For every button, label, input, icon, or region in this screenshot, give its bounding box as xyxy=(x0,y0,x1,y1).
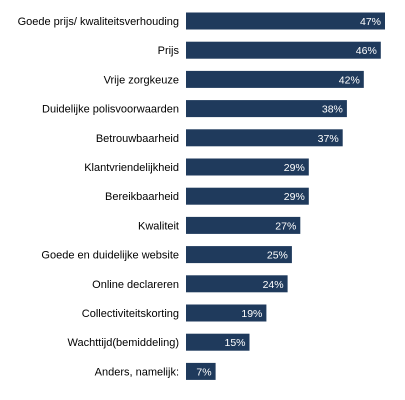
category-label: Kwaliteit xyxy=(138,220,179,232)
value-label: 25% xyxy=(267,250,288,262)
category-label: Goede en duidelijke website xyxy=(41,250,179,262)
value-label: 27% xyxy=(275,220,296,232)
category-label: Wachttijd(bemiddeling) xyxy=(68,337,179,349)
value-label: 42% xyxy=(339,74,360,86)
category-labels: Goede prijs/ kwaliteitsverhouding Prijs Vr… xyxy=(18,16,180,378)
bar xyxy=(186,246,292,264)
value-label: 24% xyxy=(263,279,284,291)
category-label: Anders, namelijk: xyxy=(95,366,179,378)
value-labels: 47% 46% 42% 38% 37% 29% 29% 27% 25% 24% 19% 15% 7% xyxy=(196,16,381,378)
bar xyxy=(186,129,343,147)
value-label: 19% xyxy=(241,308,262,320)
bars-group xyxy=(186,12,385,380)
bar xyxy=(186,158,309,176)
value-label: 38% xyxy=(322,104,343,116)
value-label: 29% xyxy=(284,191,305,203)
value-label: 7% xyxy=(196,366,211,378)
value-label: 46% xyxy=(356,45,377,57)
bar xyxy=(186,275,288,293)
bar xyxy=(186,12,385,30)
value-label: 37% xyxy=(318,133,339,145)
category-label: Klantvriendelijkheid xyxy=(84,162,179,174)
value-label: 47% xyxy=(360,16,381,28)
category-label: Duidelijke polisvoorwaarden xyxy=(42,104,179,116)
bar xyxy=(186,362,216,380)
category-label: Vrije zorgkeuze xyxy=(104,74,179,86)
bar xyxy=(186,187,309,205)
category-label: Online declareren xyxy=(92,279,179,291)
bar xyxy=(186,70,364,88)
category-label: Betrouwbaarheid xyxy=(96,133,179,145)
value-label: 29% xyxy=(284,162,305,174)
bar xyxy=(186,333,250,351)
value-label: 15% xyxy=(224,337,245,349)
bar xyxy=(186,41,381,59)
category-label: Collectiviteitskorting xyxy=(82,308,179,320)
bar xyxy=(186,304,267,322)
bar xyxy=(186,216,301,234)
category-label: Bereikbaarheid xyxy=(105,191,179,203)
category-label: Goede prijs/ kwaliteitsverhouding xyxy=(18,16,179,28)
category-label: Prijs xyxy=(158,45,180,57)
bar xyxy=(186,100,347,118)
